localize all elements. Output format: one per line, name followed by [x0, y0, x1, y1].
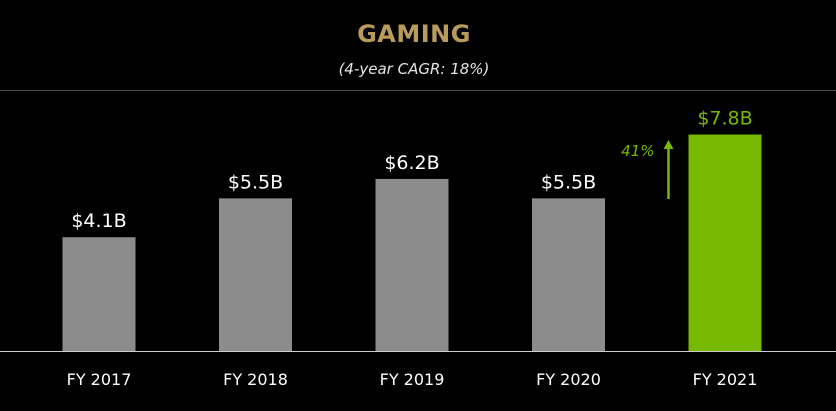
growth-annotation: 41%: [621, 142, 654, 160]
chart-subtitle: (4-year CAGR: 18%): [338, 60, 490, 78]
x-tick-label: FY 2017: [67, 370, 132, 389]
bar-fy-2018: [219, 198, 292, 351]
bar-fy-2017: [62, 237, 136, 351]
x-tick-label: FY 2020: [536, 370, 601, 389]
x-tick-label: FY 2018: [223, 370, 288, 389]
bar-fy-2021: [688, 134, 762, 351]
bar-fy-2020: [532, 198, 605, 351]
value-label: $5.5B: [541, 171, 596, 193]
chart-title: GAMING: [357, 20, 471, 48]
value-label: $4.1B: [71, 210, 126, 232]
x-tick-label: FY 2019: [380, 370, 445, 389]
value-label: $7.8B: [697, 108, 752, 130]
growth-arrow-icon: [663, 140, 674, 149]
x-tick-label: FY 2021: [693, 370, 758, 389]
value-label: $5.5B: [228, 171, 283, 193]
value-label: $6.2B: [384, 152, 439, 174]
title-divider: [0, 90, 836, 91]
bar-fy-2019: [375, 178, 449, 351]
